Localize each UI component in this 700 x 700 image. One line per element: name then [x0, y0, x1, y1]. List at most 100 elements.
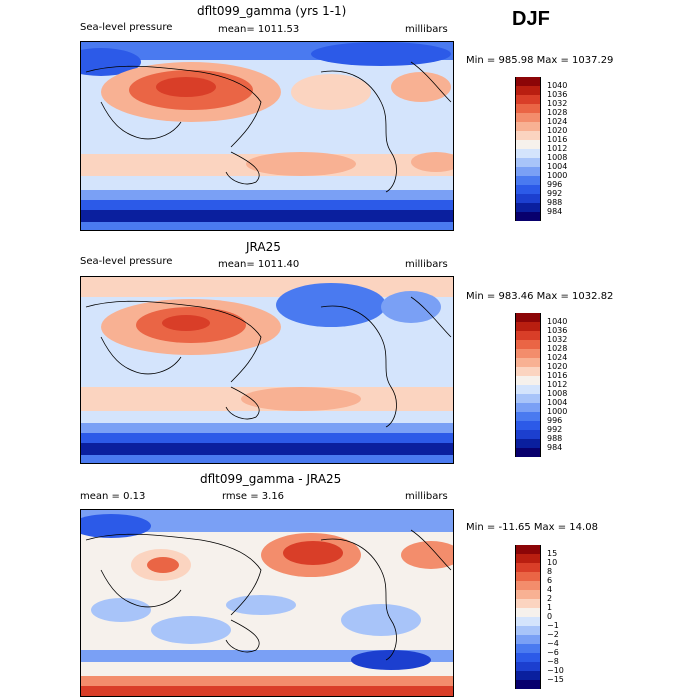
panel-3-colorbar: 15 10 8 6 4 2 1 0 −1 −2 −4 −6 −8 −10 −15 — [515, 545, 575, 693]
colorbar-tick: 992 — [547, 189, 563, 198]
colorbar-swatch — [515, 212, 541, 221]
colorbar-swatch — [515, 403, 541, 412]
colorbar-tick: 992 — [547, 425, 563, 434]
colorbar-tick: 1000 — [547, 171, 568, 180]
colorbar-swatch — [515, 313, 541, 322]
panel-1-variable-label: Sea-level pressure — [80, 22, 173, 33]
colorbar-tick: 8 — [547, 567, 553, 576]
colorbar-swatch — [515, 194, 541, 203]
colorbar-swatch — [515, 340, 541, 349]
colorbar-tick: 984 — [547, 207, 563, 216]
colorbar-tick: 1020 — [547, 362, 568, 371]
panel-1-map — [80, 41, 454, 231]
colorbar-tick: 1016 — [547, 135, 568, 144]
colorbar-swatch — [515, 176, 541, 185]
colorbar-tick: 1 — [547, 603, 553, 612]
colorbar-tick: −1 — [547, 621, 559, 630]
colorbar-tick: 1028 — [547, 108, 568, 117]
colorbar-tick: 1040 — [547, 81, 568, 90]
colorbar-tick: 1008 — [547, 389, 568, 398]
panel-3-units-label: millibars — [405, 491, 448, 502]
panel-1-mean-label: mean= 1011.53 — [218, 24, 300, 35]
colorbar-swatch — [515, 149, 541, 158]
colorbar-swatch — [515, 331, 541, 340]
colorbar-swatch — [515, 131, 541, 140]
colorbar-swatch — [515, 185, 541, 194]
colorbar-tick: −15 — [547, 675, 564, 684]
colorbar-swatch — [515, 394, 541, 403]
season-label: DJF — [512, 8, 550, 30]
panel-3-title: dflt099_gamma - JRA25 — [200, 472, 342, 486]
colorbar-swatch — [515, 376, 541, 385]
panel-2-units-label: millibars — [405, 259, 448, 270]
colorbar-swatch — [515, 421, 541, 430]
colorbar-tick: −6 — [547, 648, 559, 657]
colorbar-swatch — [515, 581, 541, 590]
colorbar-tick: 988 — [547, 198, 563, 207]
colorbar-tick: 996 — [547, 180, 563, 189]
colorbar-swatch — [515, 358, 541, 367]
panel-1-title: dflt099_gamma (yrs 1-1) — [197, 4, 347, 18]
colorbar-swatch — [515, 662, 541, 671]
colorbar-tick: 1024 — [547, 117, 568, 126]
colorbar-swatch — [515, 599, 541, 608]
colorbar-tick: 988 — [547, 434, 563, 443]
colorbar-swatch — [515, 554, 541, 563]
colorbar-tick: −10 — [547, 666, 564, 675]
colorbar-swatch — [515, 572, 541, 581]
panel-3-mean-label: mean = 0.13 — [80, 491, 146, 502]
colorbar-tick: 6 — [547, 576, 553, 585]
colorbar-swatch — [515, 95, 541, 104]
colorbar-swatch — [515, 608, 541, 617]
colorbar-tick: 0 — [547, 612, 553, 621]
colorbar-swatch — [515, 86, 541, 95]
colorbar-swatch — [515, 635, 541, 644]
panel-2-colorbar: 1040 1036 1032 1028 1024 1020 1016 1012 … — [515, 313, 575, 461]
colorbar-tick: 1004 — [547, 398, 568, 407]
colorbar-swatch — [515, 158, 541, 167]
panel-2-variable-label: Sea-level pressure — [80, 256, 173, 267]
colorbar-swatch — [515, 104, 541, 113]
panel-1-minmax-label: Min = 985.98 Max = 1037.29 — [466, 55, 614, 66]
colorbar-tick: 1036 — [547, 326, 568, 335]
colorbar-tick: 1032 — [547, 335, 568, 344]
colorbar-swatch — [515, 626, 541, 635]
colorbar-tick: 4 — [547, 585, 553, 594]
panel-3-rmse-label: rmse = 3.16 — [222, 491, 285, 502]
colorbar-tick: 1036 — [547, 90, 568, 99]
panel-3-minmax-label: Min = -11.65 Max = 14.08 — [466, 522, 598, 533]
colorbar-swatch — [515, 113, 541, 122]
colorbar-swatch — [515, 122, 541, 131]
colorbar-tick: 996 — [547, 416, 563, 425]
colorbar-swatch — [515, 644, 541, 653]
colorbar-swatch — [515, 430, 541, 439]
colorbar-swatch — [515, 349, 541, 358]
colorbar-swatch — [515, 412, 541, 421]
colorbar-swatch — [515, 653, 541, 662]
colorbar-tick: 1012 — [547, 144, 568, 153]
colorbar-tick: 1020 — [547, 126, 568, 135]
colorbar-tick: 10 — [547, 558, 558, 567]
colorbar-swatch — [515, 545, 541, 554]
colorbar-swatch — [515, 671, 541, 680]
colorbar-tick: 1004 — [547, 162, 568, 171]
colorbar-swatch — [515, 448, 541, 457]
colorbar-swatch — [515, 439, 541, 448]
panel-2-minmax-label: Min = 983.46 Max = 1032.82 — [466, 291, 614, 302]
colorbar-tick: −8 — [547, 657, 559, 666]
colorbar-swatch — [515, 563, 541, 572]
colorbar-tick: 1008 — [547, 153, 568, 162]
colorbar-tick: 2 — [547, 594, 553, 603]
colorbar-tick: 984 — [547, 443, 563, 452]
colorbar-swatch — [515, 680, 541, 689]
colorbar-tick: 1032 — [547, 99, 568, 108]
colorbar-swatch — [515, 385, 541, 394]
colorbar-swatch — [515, 167, 541, 176]
colorbar-tick: 1016 — [547, 371, 568, 380]
colorbar-swatch — [515, 77, 541, 86]
panel-2-mean-label: mean= 1011.40 — [218, 259, 300, 270]
colorbar-swatch — [515, 590, 541, 599]
colorbar-tick: 1024 — [547, 353, 568, 362]
colorbar-tick: 1000 — [547, 407, 568, 416]
colorbar-tick: −2 — [547, 630, 559, 639]
